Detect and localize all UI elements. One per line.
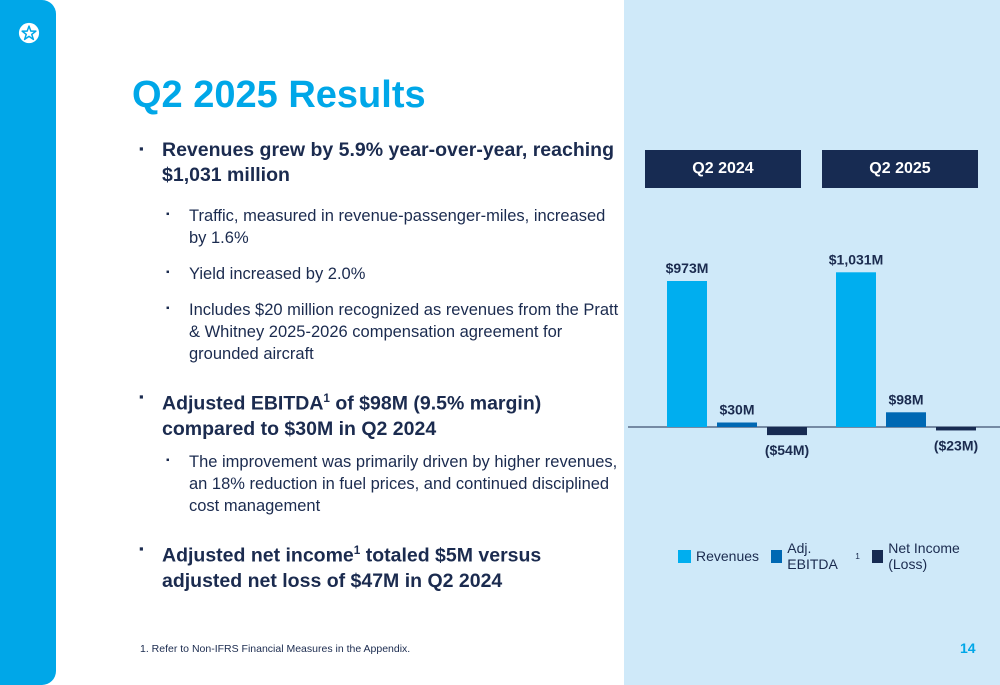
legend-swatch	[871, 549, 884, 563]
net-income-text: totaled $5M versus adjusted net loss of …	[162, 544, 542, 592]
legend-label: Adj. EBITDA	[787, 540, 838, 572]
legend-swatch	[771, 549, 783, 563]
data-label: ($54M)	[765, 442, 809, 458]
bullet-revenue: Revenues grew by 5.9% year-over-year, re…	[162, 139, 614, 186]
bar-revenues-q2-2025	[836, 272, 876, 427]
bullet-pratt-whitney: Includes $20 million recognized as reven…	[189, 301, 619, 363]
bullet-improvement: The improvement was primarily driven by …	[189, 453, 618, 515]
data-label: ($23M)	[934, 437, 978, 453]
bar-net-income-loss--q2-2025	[936, 427, 976, 431]
ebitda-label: Adjusted EBITDA	[162, 392, 324, 415]
footnote-ref: 1	[353, 544, 361, 557]
left-accent-bar	[0, 0, 56, 685]
bullet-marker: ▪	[166, 267, 170, 278]
bullet-traffic: Traffic, measured in revenue-passenger-m…	[189, 207, 606, 247]
bar-revenues-q2-2024	[667, 281, 707, 427]
bar-net-income-loss--q2-2024	[767, 427, 807, 436]
bullet-marker: ▪	[139, 541, 144, 556]
net-income-label: Adjusted net income	[162, 544, 354, 567]
legend-item: Adj. EBITDA 1	[771, 540, 860, 572]
bullet-marker: ▪	[166, 455, 170, 466]
legend-label: Revenues	[696, 548, 760, 564]
legend-label: Net Income (Loss)	[888, 540, 960, 572]
star-icon	[18, 22, 40, 44]
bullet-marker: ▪	[166, 209, 170, 220]
data-label: $98M	[888, 391, 923, 407]
bullet-net-income: Adjusted net income1 totaled $5M versus …	[162, 538, 622, 594]
bullet-yield: Yield increased by 2.0%	[189, 265, 366, 283]
bar-chart: $973M $30M ($54M) $1,031M $98M ($23M)	[628, 251, 1000, 458]
data-label: $30M	[719, 401, 754, 417]
page-number: 14	[960, 640, 976, 656]
bullet-ebitda: Adjusted EBITDA1 of $98M (9.5% margin) c…	[162, 386, 622, 442]
ebitda-text: of $98M (9.5% margin) compared to $30M i…	[162, 392, 542, 440]
period-header-q2-2024: Q2 2024	[645, 150, 801, 188]
page-title: Q2 2025 Results	[132, 74, 426, 116]
data-label: $973M	[666, 260, 709, 276]
bar-adj-ebitda-q2-2024	[717, 422, 757, 427]
bullet-marker: ▪	[139, 141, 144, 156]
footnote-ref: 1	[855, 551, 860, 561]
legend-item: Net Income (Loss)	[871, 540, 988, 572]
chart-legend: Revenues Adj. EBITDA 1 Net Income (Loss)	[678, 540, 1000, 572]
footnote-ref: 1	[323, 392, 330, 405]
legend-swatch	[678, 549, 691, 563]
bullet-marker: ▪	[166, 303, 170, 314]
period-header-q2-2025: Q2 2025	[822, 150, 978, 188]
bar-adj-ebitda-q2-2025	[886, 412, 926, 427]
bullet-marker: ▪	[139, 389, 144, 404]
legend-item: Revenues	[678, 548, 759, 564]
footnote: 1. Refer to Non-IFRS Financial Measures …	[140, 643, 411, 655]
data-label: $1,031M	[829, 251, 883, 267]
